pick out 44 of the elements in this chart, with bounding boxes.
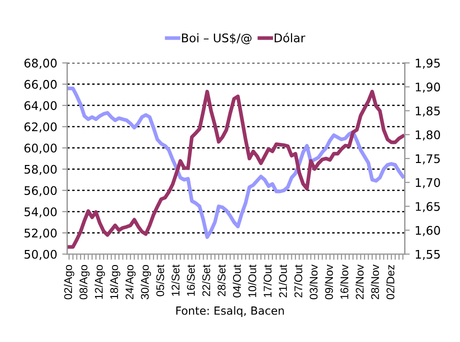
x-tick-label: 12/Set — [171, 264, 180, 296]
x-tick-label: 30/Ago — [140, 264, 151, 300]
y-tick-label: 66,00 — [24, 80, 57, 90]
x-tick-label: 12/Ago — [94, 264, 105, 299]
x-tick-label: 22/Set — [202, 264, 210, 296]
x-tick-label: 09/Nov — [324, 264, 333, 300]
x-tick-label: 10/Out — [248, 264, 256, 298]
y2-tick-label: 1,70 — [416, 178, 440, 188]
x-tick-label: 21/Out — [278, 264, 287, 298]
legend-label: Boi – US$/@ — [182, 33, 252, 44]
x-tick-label: 03/Nov — [309, 264, 318, 300]
y2-tick-label: 1,90 — [416, 82, 440, 93]
x-tick-label: 08/Ago — [79, 264, 90, 300]
y-tick-label: 64,00 — [24, 101, 57, 112]
y-tick-label: 58,00 — [24, 164, 57, 175]
x-tick-label: 18/Ago — [110, 264, 120, 299]
x-tick-label: 02/Dez — [386, 265, 394, 300]
x-tick-label: 17/Out — [263, 264, 272, 298]
x-tick-label: 27/Out — [294, 264, 302, 298]
y-tick-label: 50,00 — [24, 250, 57, 260]
x-tick-label: 16/Nov — [340, 264, 348, 299]
source-note: Fonte: Esalq, Bacen — [176, 306, 284, 317]
y-tick-label: 56,00 — [24, 186, 57, 196]
x-tick-label: 04/Out — [232, 264, 241, 298]
x-tick-label: 02/Ago — [64, 264, 74, 300]
y2-tick-label: 1,55 — [416, 250, 440, 260]
y2-tick-label: 1,85 — [416, 106, 440, 117]
x-tick-label: 05/Set — [156, 264, 164, 296]
x-tick-label: 28/Set — [217, 264, 226, 296]
y-tick-label: 68,00 — [24, 58, 57, 69]
y-tick-label: 60,00 — [24, 144, 57, 154]
y-tick-label: 54,00 — [24, 207, 57, 218]
y2-tick-label: 1,60 — [416, 226, 440, 236]
y2-tick-label: 1,95 — [416, 58, 440, 69]
y-tick-label: 62,00 — [24, 122, 57, 133]
legend-label: Dólar — [274, 32, 306, 42]
x-tick-label: 22/Nov — [356, 264, 364, 300]
x-tick-label: 28/Nov — [370, 264, 380, 300]
x-tick-label: 24/Ago — [125, 264, 136, 300]
y2-tick-label: 1,75 — [416, 154, 440, 164]
x-tick-label: 16/Set — [186, 264, 195, 296]
y2-tick-label: 1,80 — [416, 130, 440, 140]
y-tick-label: 52,00 — [24, 228, 57, 239]
y2-tick-label: 1,65 — [416, 202, 440, 212]
